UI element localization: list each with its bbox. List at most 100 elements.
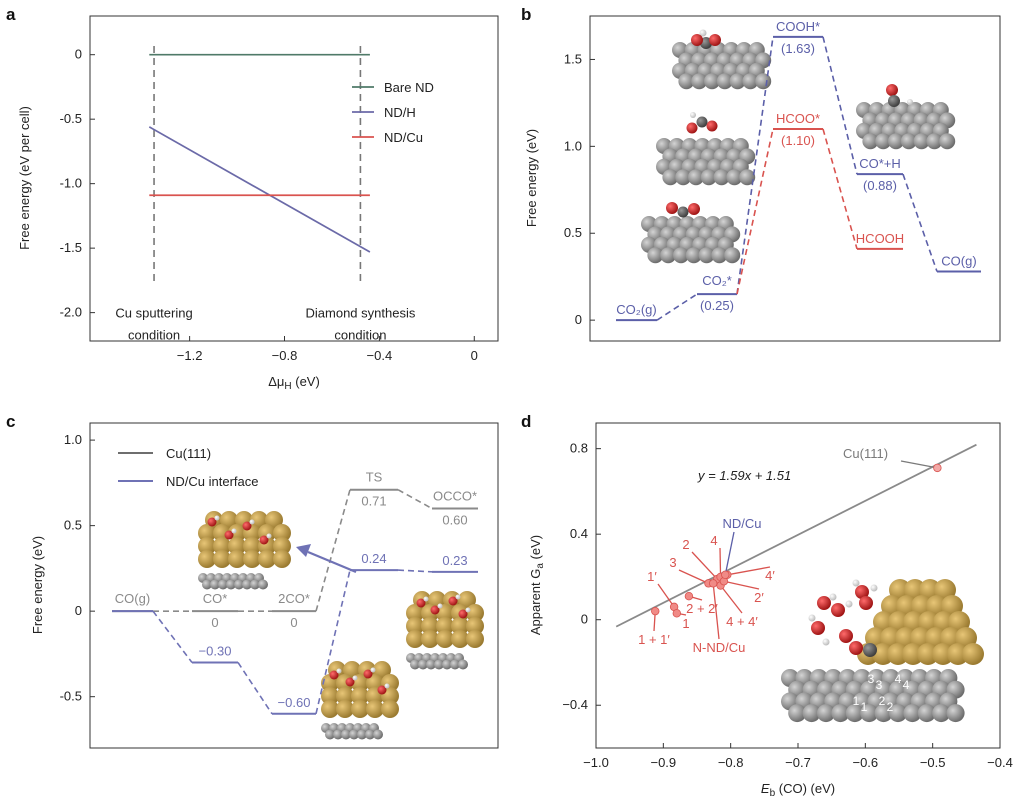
panel-b-h-atom	[907, 99, 913, 105]
panel-a-xlabel: ΔμH (eV)	[268, 374, 320, 392]
panel-a-ytick-label: -1.5	[60, 240, 82, 255]
panel-a-legend: Bare ND ND/H ND/Cu	[352, 80, 434, 145]
panel-c-cluster-bottom-cu-atom	[321, 700, 339, 718]
panel-b-structure-co2-atom	[660, 247, 677, 264]
panel-b-structure-cooh-atom	[755, 73, 772, 90]
panel-c-cluster-right-base-atom	[442, 659, 452, 670]
panel-d-o-atom	[831, 603, 845, 617]
panel-d-o-atom	[817, 596, 831, 610]
panel-c-level-value: 0.24	[361, 551, 386, 566]
panel-d-xtick-label: −0.4	[987, 755, 1013, 770]
panel-b-letter: b	[521, 5, 531, 24]
panel-a: a Free energy (eV per cell) ΔμH (eV) −1.…	[6, 5, 499, 392]
panel-d-xtick-label: −0.6	[852, 755, 878, 770]
panel-a-legend-label: Bare ND	[384, 80, 434, 95]
panel-b-level-label: CO*+H	[859, 156, 901, 171]
panel-b-level-label: CO₂*	[702, 273, 732, 288]
panel-b-axes-frame	[589, 15, 1001, 342]
panel-b-structure-coh-atom	[862, 133, 879, 150]
panel-c-cluster-top-cu-atom	[243, 550, 261, 568]
panel-d-callout	[691, 551, 718, 580]
panel-d-slab-atom	[788, 704, 807, 723]
panel-d-point-label: N-ND/Cu	[693, 640, 746, 655]
panel-a-letter: a	[6, 5, 16, 24]
panel-c-cluster-right-o-atom	[448, 596, 458, 606]
panel-c-legend: Cu(111) ND/Cu interface	[118, 446, 258, 489]
panel-c-level-label: CO*	[203, 591, 228, 606]
panel-c-cluster-right-cu-atom	[466, 604, 484, 622]
panel-d-xtick-label: −1.0	[583, 755, 609, 770]
panel-b-structure-cooh-atom	[729, 73, 746, 90]
panel-c-cluster-bottom-base-atom	[373, 729, 383, 740]
panel-a-annotation: condition	[128, 328, 180, 343]
panel-b-ytick-label: 0	[575, 312, 582, 327]
panel-c-cluster-right-cu-atom	[421, 617, 439, 635]
panel-c-cluster-top-base-atom	[226, 579, 236, 590]
panel-d-o-atom	[859, 596, 873, 610]
panel-d-o-atom	[849, 641, 863, 655]
panel-c-ytick-label: 1.0	[64, 432, 82, 447]
panel-c-level-label: CO(g)	[115, 591, 150, 606]
panel-d-point	[933, 463, 942, 473]
panel-b-connector	[656, 293, 698, 321]
panel-b-molecular-structures	[641, 29, 956, 264]
panel-c-cluster-right-cu-atom	[406, 604, 424, 622]
panel-a-ytick-label: -1.0	[60, 176, 82, 191]
panel-c-legend-label: Cu(111)	[166, 446, 211, 461]
panel-c-cluster-top-o-atom	[207, 517, 217, 527]
panel-b-structure-co2-atom	[711, 247, 728, 264]
panel-d-h-atom	[808, 614, 816, 622]
panel-b-structure-cooh-atom	[691, 73, 708, 90]
panel-d-ytick-label: −0.4	[562, 697, 588, 712]
panel-c-cluster-right-base-atom	[418, 659, 428, 670]
panel-b-connector	[902, 173, 938, 272]
panel-d-site-number: 1	[853, 694, 860, 708]
panel-a-annotations: Cu sputtering condition Diamond synthesis c…	[115, 306, 415, 343]
panel-b-level-value: (0.25)	[700, 298, 734, 313]
panel-b-structure-hcoo-atom	[700, 169, 717, 186]
panel-b-h-atom	[690, 112, 696, 118]
panel-b-level-value: (1.10)	[781, 133, 815, 148]
panel-c-cluster-bottom-cu-atom	[381, 700, 399, 718]
panel-c-cluster-top-h-atom	[249, 519, 255, 525]
panel-a-series-line	[148, 126, 371, 253]
panel-a-ytick-label: -0.5	[60, 111, 82, 126]
panel-c-cluster-top-cu-atom	[273, 537, 291, 555]
panel-c-cluster-top-o-atom	[224, 530, 234, 540]
panel-b-ylabel: Free energy (eV)	[524, 129, 539, 227]
panel-c-arrow-shaft	[307, 550, 357, 574]
panel-d-h-atom	[829, 593, 837, 601]
panel-c-cluster-right-h-atom	[465, 607, 471, 613]
panel-b-level-label: COOH*	[776, 19, 820, 34]
panel-b: b Free energy (eV) 0 0.5 1.0 1.5 CO₂(g) CO₂*…	[521, 5, 1001, 342]
panel-d-o-atom	[855, 585, 869, 599]
panel-c-cluster-right-cu-atom	[436, 604, 454, 622]
panel-b-structure-co2-atom	[673, 247, 689, 264]
panel-c-level-value: 0.60	[442, 513, 467, 528]
panel-b-level-label: HCOOH	[856, 231, 904, 246]
panel-b-ytick-label: 1.5	[564, 51, 582, 66]
panel-d-ylabel-unit: (eV)	[528, 535, 543, 563]
panel-c-cluster-top-o-atom	[242, 521, 252, 531]
panel-c-cluster-right-cu-atom	[466, 630, 484, 648]
panel-b-structure-coh-atom	[913, 133, 930, 150]
panel-a-ytick-label: 0	[75, 47, 82, 62]
panel-b-structure-hcoo-atom	[726, 169, 743, 186]
panel-c-level-label: OCCO*	[433, 489, 477, 504]
panel-c-cluster-bottom-o-atom	[377, 685, 387, 695]
panel-c-cluster-bottom-o-atom	[363, 669, 373, 679]
panel-a-ylabel: Free energy (eV per cell)	[17, 106, 32, 250]
panel-b-structure-hcoo-atom	[688, 169, 704, 186]
panel-c-cluster-right-cu-atom	[406, 617, 424, 635]
panel-b-level-label: CO₂(g)	[616, 302, 656, 317]
panel-d-o-atom	[811, 621, 825, 635]
panel-c-level-value: −0.30	[199, 643, 232, 658]
panel-c-cluster-bottom-cu-atom	[351, 700, 369, 718]
panel-d-point-label: 1′	[647, 569, 657, 584]
panel-b-connector	[822, 36, 858, 175]
panel-c-cluster-right-h-atom	[455, 594, 461, 600]
panel-d-point	[684, 591, 694, 601]
panel-b-structure-cooh-atom	[704, 73, 720, 90]
panel-c-cluster-right-h-atom	[423, 596, 429, 602]
